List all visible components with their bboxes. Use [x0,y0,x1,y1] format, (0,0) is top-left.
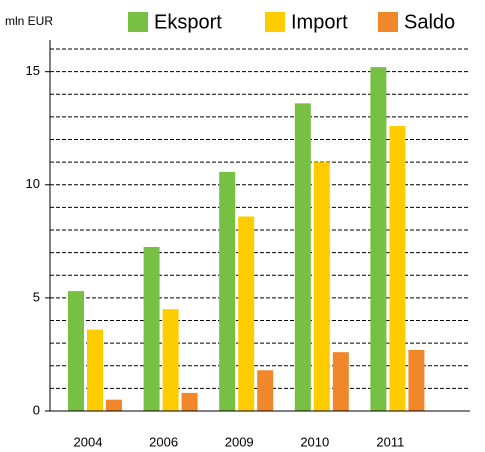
bar [257,370,274,411]
bar [389,125,406,412]
y-tick-label: 15 [26,63,40,78]
x-tick-label: 2006 [149,434,178,449]
legend-label: Import [291,11,348,33]
x-tick-label: 2004 [74,434,103,449]
bar [181,392,198,411]
x-tick-label: 2011 [376,434,404,449]
bar [162,309,179,411]
bar [294,103,311,411]
legend-swatch [265,12,285,32]
y-tick-label: 10 [26,176,40,191]
y-tick-label: 5 [33,289,40,304]
bar [68,291,84,411]
x-tick-label: 2010 [300,434,329,449]
bar [238,216,255,411]
y-axis-label: mln EUR [5,14,53,28]
bar [332,352,349,411]
bar [87,329,103,411]
bar [313,162,330,411]
x-tick-label: 2009 [225,434,254,449]
bar [106,399,122,411]
bar [370,67,387,412]
bar [408,349,425,411]
bar [219,171,236,411]
bar [143,246,160,411]
legend-label: Eksport [154,11,222,33]
legend-swatch [128,12,148,32]
legend-label: Saldo [404,11,455,33]
legend: Eksport Import Saldo [128,11,455,33]
y-tick-label: 0 [33,402,40,417]
legend-swatch [378,12,398,32]
